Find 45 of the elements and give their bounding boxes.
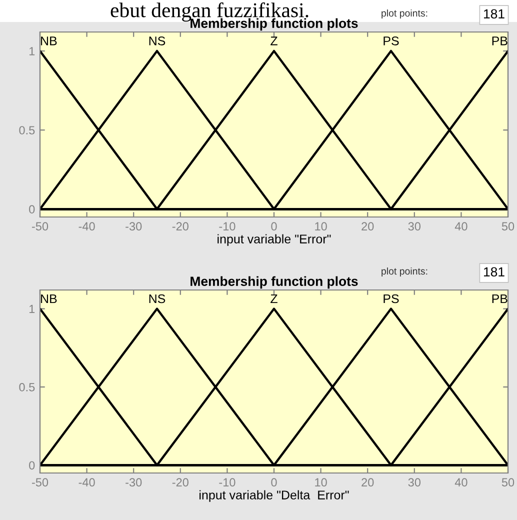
- series-label: PS: [384, 36, 399, 46]
- x-tick-label: -40: [78, 478, 95, 487]
- x-tick-label: 50: [502, 478, 514, 487]
- y-tick-label: 0.5: [19, 126, 35, 134]
- text: plot points:: [382, 267, 428, 277]
- series-label: PS: [384, 294, 399, 304]
- chart-title: Membership function plots: [190, 276, 358, 289]
- y-tick-label: 0: [29, 205, 35, 214]
- x-tick-label: 0: [271, 478, 277, 487]
- x-tick-label: 40: [454, 478, 468, 487]
- series-label: PB: [492, 294, 508, 304]
- text: plot points:: [382, 9, 428, 19]
- x-tick-label: -50: [32, 222, 48, 231]
- x-tick-label: -30: [126, 222, 142, 231]
- x-tick-label: 50: [502, 222, 514, 231]
- x-tick-label: -10: [219, 222, 236, 231]
- y-tick-label: 1: [29, 304, 35, 314]
- x-tick-label: 30: [408, 478, 421, 487]
- series-label: NS: [149, 36, 166, 46]
- y-tick-label: 0.5: [19, 383, 35, 392]
- series-label: NB: [41, 294, 57, 304]
- x-tick-label: 20: [362, 478, 374, 487]
- series-label: NS: [149, 294, 166, 304]
- x-tick-label: -10: [219, 478, 236, 487]
- x-axis-title: input variable "Error": [218, 234, 331, 246]
- x-tick-label: 30: [408, 222, 421, 231]
- series-label: Z: [270, 36, 278, 46]
- series-label: PB: [492, 36, 508, 46]
- y-tick-label: 0: [29, 461, 35, 470]
- x-tick-label: -50: [32, 478, 48, 487]
- y-tick-label: 1: [29, 47, 35, 56]
- x-tick-label: 40: [454, 222, 468, 231]
- series-label: Z: [270, 294, 278, 304]
- x-tick-label: 20: [362, 222, 374, 231]
- series-label: NB: [41, 36, 57, 46]
- x-tick-label: 10: [315, 222, 327, 231]
- text: 181: [484, 267, 504, 277]
- x-tick-label: -20: [172, 478, 188, 487]
- x-tick-label: 10: [315, 478, 327, 487]
- text: 181: [484, 9, 504, 19]
- x-tick-label: -20: [172, 222, 188, 231]
- x-axis-title: input variable "Delta Error": [200, 490, 349, 502]
- x-tick-label: -40: [78, 222, 95, 231]
- x-tick-label: 0: [271, 222, 277, 231]
- x-tick-label: -30: [126, 478, 142, 487]
